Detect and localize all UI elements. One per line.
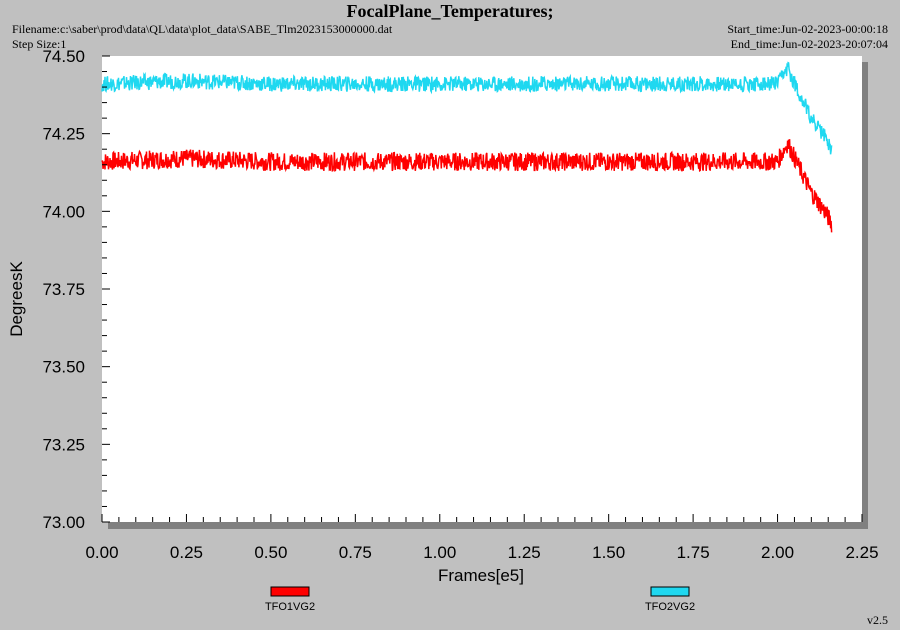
- axes-layer: 73.00 73.25 73.50 73.75 74.00 74.25 74.50 0.00 0…: [42, 47, 878, 562]
- y-tick-label: 73.25: [42, 435, 85, 454]
- start-time-text: Start_time:Jun-02-2023-00:00:18: [727, 22, 888, 36]
- series-layer: [101, 61, 833, 233]
- x-tick-label: 0.75: [339, 543, 372, 562]
- x-tick-label: 2.25: [845, 543, 878, 562]
- x-axis-label: Frames[e5]: [438, 566, 524, 585]
- plot-area: [102, 56, 862, 522]
- x-tick-label: 0.00: [85, 543, 118, 562]
- x-tick-label: 0.50: [254, 543, 287, 562]
- series-line-tfo1vg2: [101, 139, 833, 233]
- step-size-text: Step Size:1: [12, 37, 67, 51]
- y-tick-label: 73.50: [42, 358, 85, 377]
- y-tick-label: 74.00: [42, 202, 85, 221]
- legend-label-tfo1vg2: TFO1VG2: [265, 601, 315, 613]
- x-tick-label: 2.00: [761, 543, 794, 562]
- y-tick-label: 74.50: [42, 47, 85, 66]
- x-tick-label: 1.75: [677, 543, 710, 562]
- chart-title: FocalPlane_Temperatures;: [346, 1, 554, 21]
- y-tick-label: 73.00: [42, 513, 85, 532]
- filename-text: Filename:c:\saber\prod\data\QL\data\plot…: [12, 22, 393, 36]
- legend-label-tfo2vg2: TFO2VG2: [645, 601, 695, 613]
- x-tick-label: 1.50: [592, 543, 625, 562]
- x-tick-label: 0.25: [170, 543, 203, 562]
- version-text: v2.5: [867, 613, 888, 627]
- series-line-tfo2vg2: [101, 61, 833, 155]
- x-tick-label: 1.00: [423, 543, 456, 562]
- legend-swatch-tfo2vg2: [650, 586, 690, 597]
- end-time-text: End_time:Jun-02-2023-20:07:04: [730, 37, 888, 51]
- y-axis-label: DegreesK: [7, 261, 26, 337]
- x-tick-label: 1.25: [508, 543, 541, 562]
- legend: TFO1VG2 TFO2VG2: [265, 586, 695, 613]
- y-tick-label: 74.25: [42, 125, 85, 144]
- legend-swatch-tfo1vg2: [270, 586, 310, 597]
- y-tick-label: 73.75: [42, 280, 85, 299]
